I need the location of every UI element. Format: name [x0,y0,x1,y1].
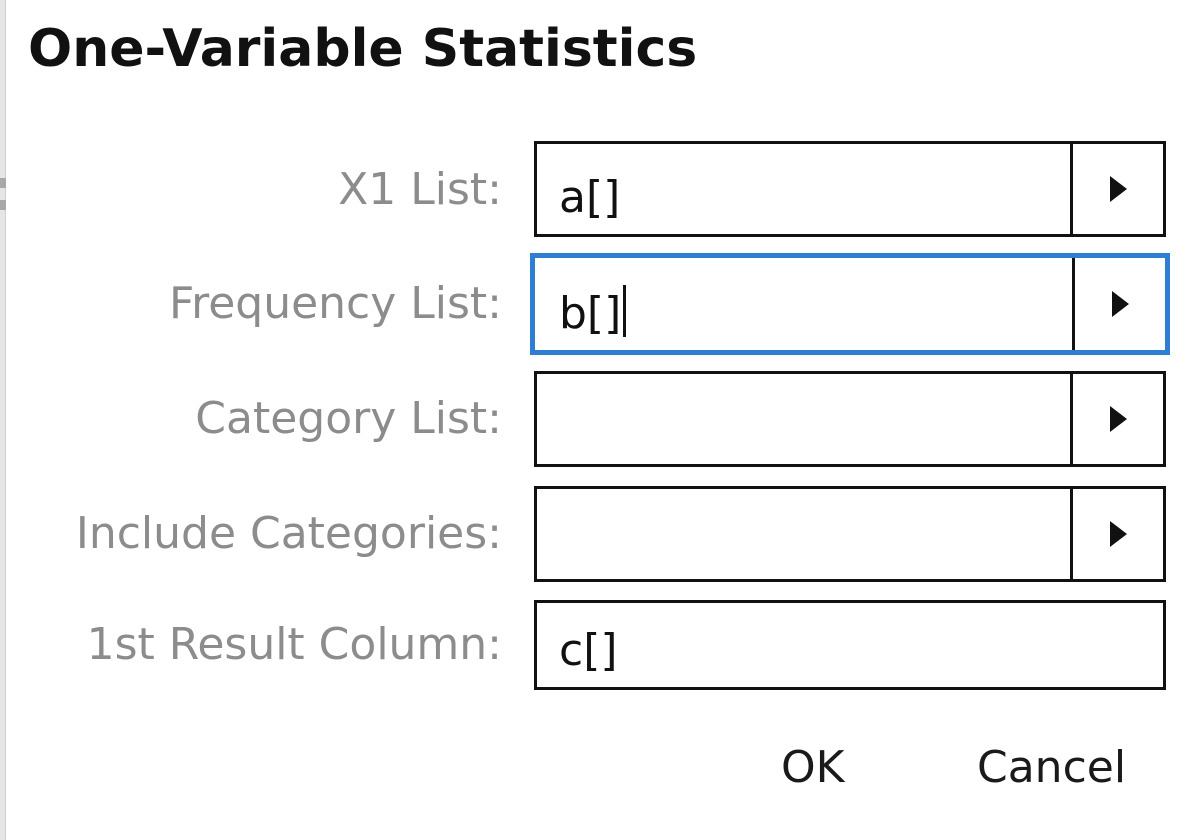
window-left-edge [0,0,6,840]
x1-list-field[interactable]: a[] [534,141,1166,237]
edge-mark [0,178,6,188]
result-column-label: 1st Result Column: [86,619,502,670]
frequency-list-value-wrap[interactable]: b[] [559,285,627,342]
frequency-list-field[interactable]: b[] [530,253,1170,355]
triangle-right-icon [1109,406,1127,432]
ok-button[interactable]: OK [781,742,845,793]
triangle-right-icon [1109,176,1127,202]
cancel-button[interactable]: Cancel [977,742,1127,793]
dialog-title: One-Variable Statistics [28,19,698,79]
triangle-right-icon [1111,291,1129,317]
category-list-dropdown-button[interactable] [1070,374,1163,464]
frequency-list-label: Frequency List: [168,278,502,329]
frequency-list-value[interactable]: b[] [559,288,622,339]
result-column-field[interactable]: c[] [534,600,1166,690]
x1-list-label: X1 List: [338,164,502,215]
x1-list-value[interactable]: a[] [559,172,621,223]
frequency-list-dropdown-button[interactable] [1072,258,1165,350]
category-list-label: Category List: [195,393,502,444]
x1-list-dropdown-button[interactable] [1070,144,1163,234]
include-categories-dropdown-button[interactable] [1070,489,1163,579]
category-list-field[interactable] [534,371,1166,467]
triangle-right-icon [1109,521,1127,547]
edge-mark [0,200,6,210]
include-categories-label: Include Categories: [75,508,502,559]
text-caret [623,285,627,337]
result-column-value[interactable]: c[] [559,625,618,676]
include-categories-field[interactable] [534,486,1166,582]
